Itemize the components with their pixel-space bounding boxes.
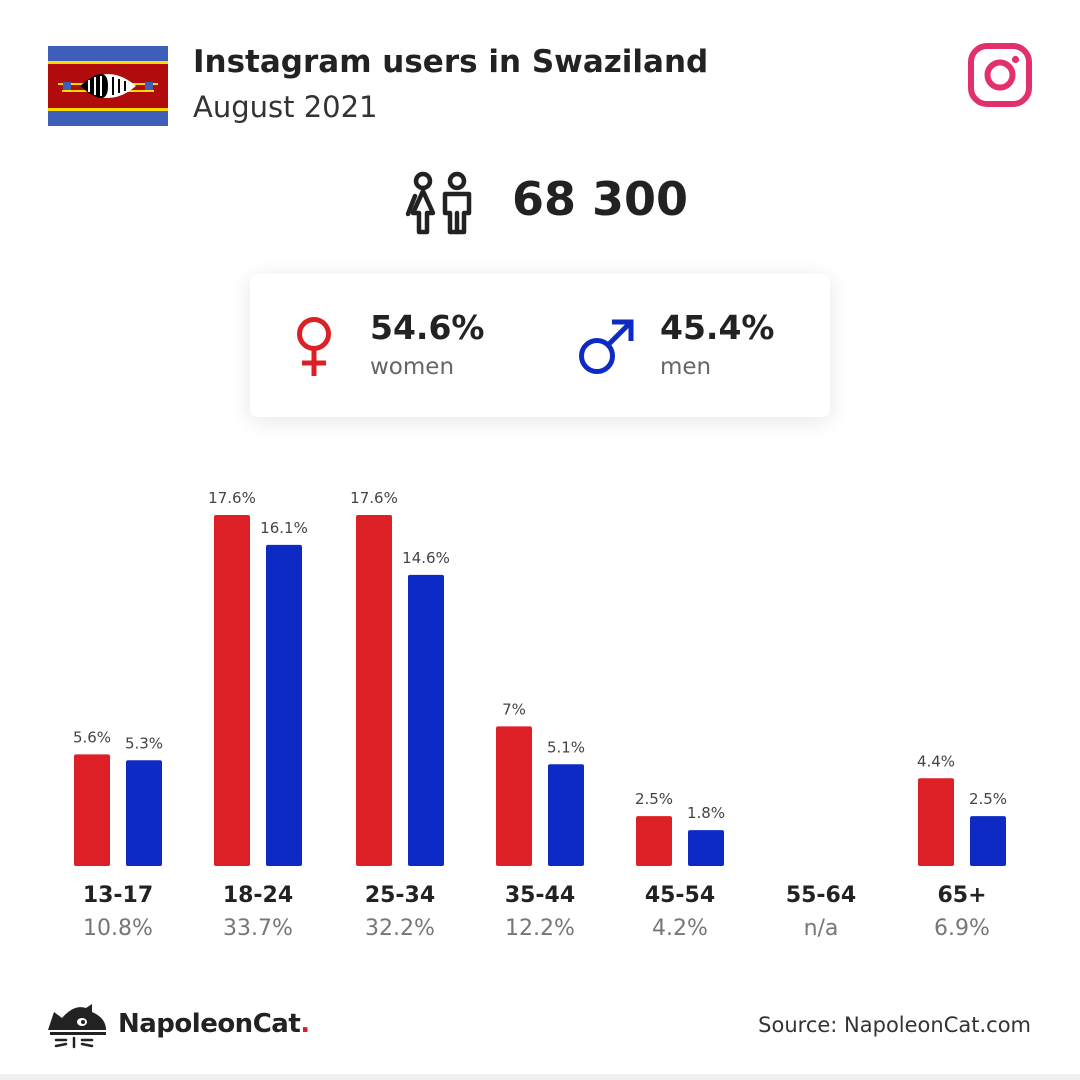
bar-label-women-25-34: 17.6% [350,489,398,507]
bar-women-25-34 [356,515,392,866]
flag-swaziland [48,46,168,126]
bar-men-18-24 [266,544,302,866]
category-total: n/a [803,916,839,941]
brand-name-text: NapoleonCat [118,1009,301,1039]
instagram-icon [968,43,1032,107]
category-total: 33.7% [223,916,293,941]
female-icon [297,317,331,376]
bar-women-45-54 [636,816,672,866]
category-label: 45-54 [644,883,716,908]
bar-label-men-18-24: 16.1% [260,519,308,537]
men-label: men [660,354,712,380]
age-gender-bar-chart: 5.6% 5.3%17.6%16.1%17.6%14.6%7%5.1%2.5%1.… [73,489,1007,866]
bottom-band [0,1074,1080,1080]
male-icon [579,319,634,374]
bar-men-45-54 [688,830,724,866]
bar-men-35-44 [548,764,584,866]
category-label: 25-34 [364,883,436,908]
women-percent: 54.6% [370,308,485,347]
bar-women-13-17 [74,754,110,866]
bar-men-13-17 [126,760,162,866]
men-percent: 45.4% [660,308,775,347]
category-label: 65+ [937,883,987,908]
bar-label-men-65+: 2.5% [969,790,1007,808]
category-total: 4.2% [652,916,708,941]
category-total: 10.8% [83,916,153,941]
bar-label-men-35-44: 5.1% [547,738,585,756]
page-title: Instagram users in Swaziland [193,44,709,80]
bar-label-women-18-24: 17.6% [208,489,256,507]
bar-women-18-24 [214,515,250,866]
category-total: 12.2% [505,916,575,941]
category-label: 55-64 [785,883,857,908]
category-label: 18-24 [222,883,294,908]
women-label: women [370,354,455,380]
source-credit: Source: NapoleonCat.com [758,1013,1031,1037]
brand-name: NapoleonCat. [118,1009,310,1039]
napoleoncat-logo [48,1004,106,1049]
total-users: 68 300 [512,172,689,226]
bar-label-women-65+: 4.4% [917,752,955,770]
bar-label-men-25-34: 14.6% [402,549,450,567]
bar-women-35-44 [496,726,532,866]
brand-dot: . [300,1009,310,1039]
category-label: 13-17 [82,883,154,908]
bar-label-men-45-54: 1.8% [687,804,725,822]
bar-label-men-13-17: 5.3% [125,734,163,752]
bar-label-women-13-17: 5.6% [73,728,111,746]
page-subtitle: August 2021 [193,90,378,124]
bar-women-65+ [918,778,954,866]
gender-split-card: 54.6% women 45.4% men [250,274,830,417]
bar-men-65+ [970,816,1006,866]
bar-men-25-34 [408,574,444,866]
category-label: 35-44 [504,883,576,908]
category-total: 6.9% [934,916,990,941]
category-total: 32.2% [365,916,435,941]
bar-label-women-35-44: 7% [502,700,526,718]
users-icon [405,171,472,235]
bar-label-women-45-54: 2.5% [635,790,673,808]
